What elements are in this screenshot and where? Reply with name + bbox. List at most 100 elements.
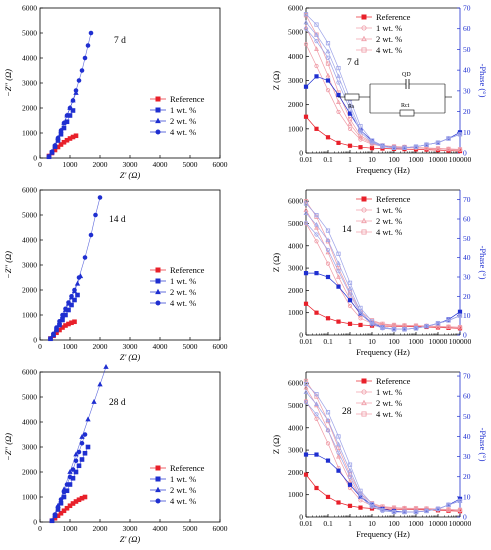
data-point: [391, 509, 397, 515]
series-4-wt-: [46, 30, 94, 159]
x-tick-label: 10: [368, 519, 376, 528]
data-point: [79, 457, 85, 462]
data-point: [314, 392, 319, 397]
y2-tick-label: 30: [463, 86, 471, 95]
data-point: [347, 121, 353, 126]
series-4-wt-: [49, 432, 88, 524]
data-point: [85, 416, 91, 422]
series-line: [305, 380, 461, 511]
series-phase-4-wt-: [303, 381, 463, 515]
data-point: [303, 472, 309, 477]
series-4-wt-: [48, 195, 103, 342]
y-tick-label: 2000: [288, 100, 303, 109]
data-point: [358, 145, 363, 150]
data-point: [73, 469, 79, 475]
data-point: [325, 228, 331, 233]
x-tick-label: 100000: [449, 337, 472, 346]
data-point: [325, 316, 331, 321]
data-point: [336, 269, 341, 274]
legend-label: 4 wt. %: [170, 298, 196, 308]
data-point: [303, 452, 309, 457]
data-point: [358, 491, 363, 496]
x-tick-label: 10: [368, 337, 376, 346]
legend-label: 1 wt. %: [170, 105, 196, 115]
legend-marker: [361, 196, 367, 202]
data-point: [70, 108, 76, 113]
data-point: [303, 19, 309, 25]
data-point: [358, 305, 363, 311]
data-point: [435, 140, 441, 145]
data-point: [435, 321, 441, 326]
data-point: [55, 504, 61, 510]
data-point: [61, 508, 67, 514]
data-point: [457, 325, 463, 330]
x-tick-label: 2000: [93, 160, 108, 169]
data-point: [358, 488, 363, 493]
data-point: [413, 326, 419, 331]
y2-tick-label: 60: [463, 24, 471, 33]
y-tick-label: 3000: [22, 79, 37, 88]
y-tick-label: 0: [299, 331, 303, 340]
x-tick-label: 0: [38, 342, 42, 351]
legend-label: Reference: [170, 265, 205, 275]
y-tick-label: 2000: [288, 468, 303, 477]
y-tick-label: 0: [33, 336, 37, 345]
legend-label: 2 wt. %: [170, 287, 196, 297]
circuit-label: QD: [402, 72, 411, 78]
data-point: [446, 146, 451, 151]
data-point: [73, 451, 79, 457]
data-point: [336, 453, 341, 459]
data-point: [314, 22, 319, 27]
data-point: [314, 412, 319, 417]
data-point: [303, 384, 309, 390]
data-point: [303, 84, 309, 89]
legend-label: 4 wt. %: [376, 227, 402, 237]
data-point: [88, 232, 94, 238]
y-axis-label: Z (Ω): [271, 435, 281, 454]
y-tick-label: 2000: [288, 286, 303, 295]
data-point: [49, 518, 55, 524]
x-tick-label: 6000: [213, 524, 228, 533]
legend-marker: [361, 14, 367, 20]
legend-label: 1 wt. %: [376, 387, 402, 397]
y-tick-label: 6000: [288, 379, 303, 388]
y-tick-label: 4000: [22, 418, 37, 427]
data-point: [336, 99, 341, 105]
y-tick-label: 4000: [288, 423, 303, 432]
circuit-label: Rs: [348, 104, 355, 110]
data-point: [55, 135, 61, 141]
legend-label: Reference: [170, 94, 205, 104]
data-point: [446, 507, 451, 512]
y-tick-label: 1000: [22, 311, 37, 320]
data-point: [70, 98, 76, 103]
data-point: [347, 321, 353, 326]
series-line: [305, 203, 461, 330]
data-point: [336, 65, 341, 71]
legend-label: 1 wt. %: [170, 474, 196, 484]
x-tick-label: 100: [388, 519, 400, 528]
x-tick-label: 2000: [93, 524, 108, 533]
data-point: [314, 225, 319, 230]
data-point: [66, 300, 71, 305]
x-tick-label: 4000: [153, 524, 168, 533]
data-point: [336, 468, 341, 473]
data-point: [79, 68, 85, 73]
legend-marker: [361, 217, 367, 224]
y2-tick-label: 70: [463, 4, 471, 13]
data-point: [347, 478, 353, 484]
y-tick-label: 1000: [288, 124, 303, 133]
data-point: [457, 147, 463, 152]
data-point: [402, 327, 407, 332]
legend-marker: [361, 35, 367, 42]
y-tick-label: 3000: [22, 261, 37, 270]
legend-marker: [155, 300, 161, 306]
y2-tick-label: 20: [463, 107, 471, 116]
data-point: [413, 509, 419, 515]
y2-tick-label: 30: [463, 452, 471, 461]
data-point: [72, 287, 77, 293]
y-tick-label: 1000: [288, 308, 303, 317]
y-tick-label: 6000: [22, 186, 37, 195]
